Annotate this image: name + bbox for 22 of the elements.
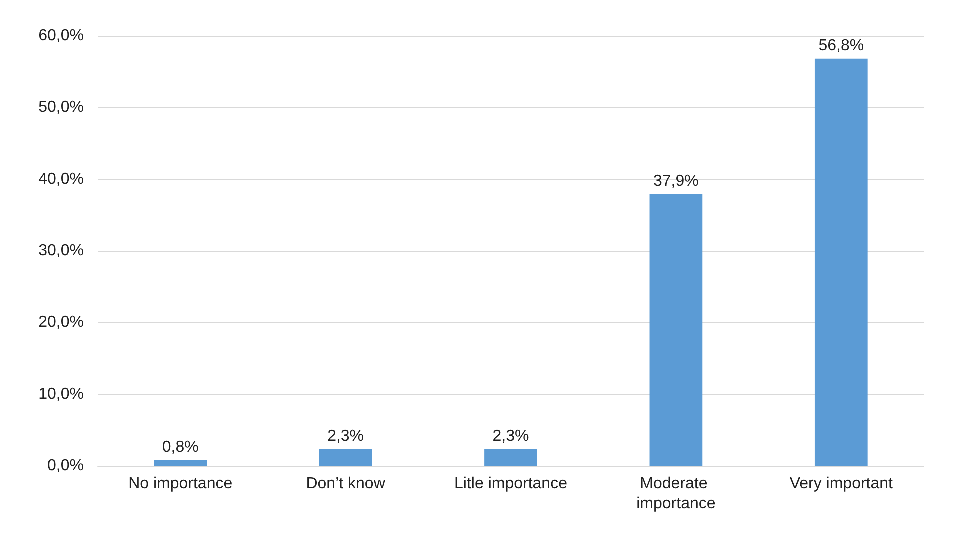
y-tick-label: 30,0% bbox=[38, 242, 84, 260]
y-tick-label: 50,0% bbox=[38, 99, 84, 116]
data-label: 2,3% bbox=[328, 428, 364, 446]
x-tick-label: Very important bbox=[790, 476, 894, 492]
bar bbox=[814, 58, 868, 466]
bar bbox=[650, 194, 703, 466]
data-label: 0,8% bbox=[162, 438, 199, 456]
data-label: 2,3% bbox=[492, 428, 530, 446]
bar bbox=[319, 450, 372, 466]
bar bbox=[484, 450, 538, 466]
y-tick-label: 0,0% bbox=[48, 458, 84, 474]
y-tick-label: 20,0% bbox=[38, 314, 84, 332]
x-tick-label: Moderate importance bbox=[636, 476, 716, 512]
data-label: 56,8% bbox=[818, 37, 864, 54]
x-tick-label: No importance bbox=[128, 476, 233, 492]
y-tick-label: 60,0% bbox=[38, 28, 84, 44]
x-tick-label: Litle importance bbox=[454, 476, 568, 492]
x-tick-label: Don’t know bbox=[306, 476, 386, 492]
data-label: 37,9% bbox=[654, 172, 699, 190]
bar bbox=[154, 460, 208, 466]
y-tick-label: 40,0% bbox=[38, 170, 84, 188]
y-tick-label: 10,0% bbox=[38, 386, 84, 403]
